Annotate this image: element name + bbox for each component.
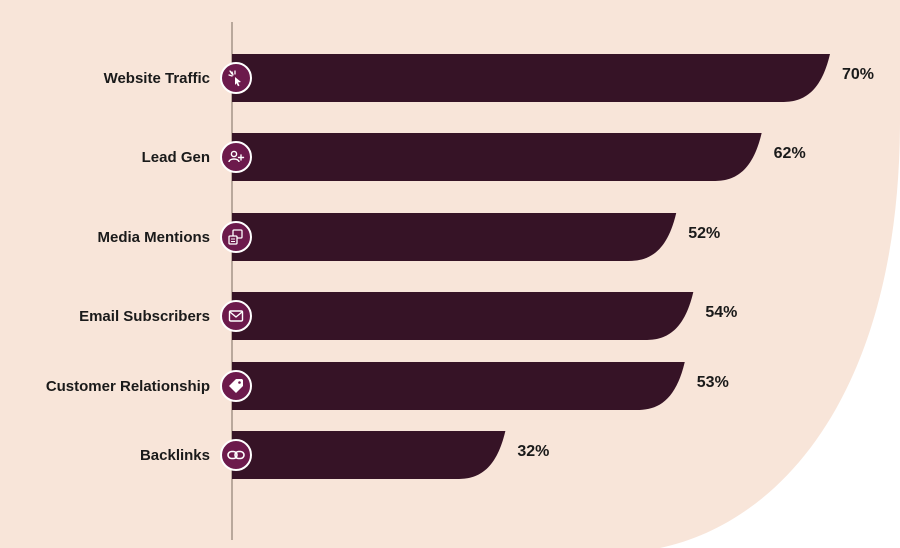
user-add-icon: [220, 141, 252, 173]
value-label-media-mentions: 52%: [688, 225, 720, 242]
value-label-lead-gen: 62%: [774, 145, 806, 162]
mail-icon: [220, 300, 252, 332]
value-label-email-subscribers: 54%: [705, 304, 737, 321]
bar-website-traffic: [232, 54, 830, 102]
bar-customer-relationship: [232, 362, 685, 410]
bar-backlinks: [232, 431, 506, 479]
link-icon: [220, 439, 252, 471]
value-labels-group: 70% 62% 52% 54% 53% 32%: [517, 66, 874, 460]
category-label-email-subscribers: Email Subscribers: [79, 308, 210, 325]
bar-email-subscribers: [232, 292, 694, 340]
category-label-backlinks: Backlinks: [140, 447, 210, 464]
tag-icon: [220, 370, 252, 402]
cursor-click-icon: [220, 62, 252, 94]
category-label-lead-gen: Lead Gen: [142, 149, 210, 166]
media-icon: [220, 221, 252, 253]
category-label-media-mentions: Media Mentions: [97, 229, 210, 246]
value-label-website-traffic: 70%: [842, 66, 874, 83]
category-label-website-traffic: Website Traffic: [104, 70, 210, 87]
category-label-customer-relationship: Customer Relationship: [46, 378, 210, 395]
category-labels-group: Website Traffic Lead Gen Media Mentions Ema…: [46, 70, 210, 464]
bars-group: [232, 54, 830, 479]
icons-group: [220, 62, 252, 471]
bar-media-mentions: [232, 213, 677, 261]
value-label-backlinks: 32%: [517, 443, 549, 460]
value-label-customer-relationship: 53%: [697, 374, 729, 391]
bar-lead-gen: [232, 133, 762, 181]
